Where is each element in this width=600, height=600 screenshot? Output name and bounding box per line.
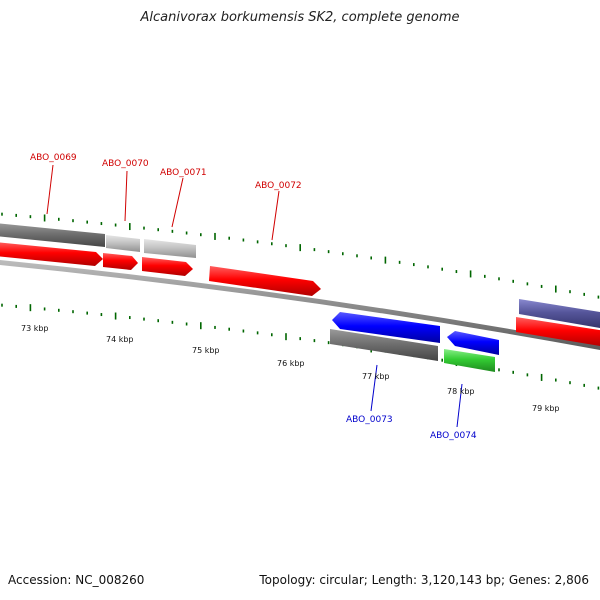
gene-label-abo-0071[interactable]: ABO_0071 [160,168,207,178]
scale-label-79: 79 kbp [532,404,560,413]
scale-label-77: 77 kbp [362,372,390,381]
gene-label-abo-0069[interactable]: ABO_0069 [30,153,77,163]
genome-summary-text: Topology: circular; Length: 3,120,143 bp… [259,573,589,587]
map-title: Alcanivorax borkumensis SK2, complete ge… [140,10,460,25]
genome-backbone [0,260,600,350]
gene-abo-0073-arrow[interactable] [332,312,440,343]
scale-label-78: 78 kbp [447,387,475,396]
gene-label-abo-0074[interactable]: ABO_0074 [430,431,477,441]
gene-label-abo-0072[interactable]: ABO_0072 [255,181,302,191]
scale-label-75: 75 kbp [192,346,220,355]
gene-right-edge-outer-block[interactable] [519,299,600,329]
gene-abo-0074[interactable] [444,331,499,372]
gene-abo-0069-outer-block[interactable] [0,223,105,247]
accession-text: Accession: NC_008260 [8,573,145,587]
leader-abo-0074 [456,383,463,428]
tick-row-inner [1,303,600,390]
scale-label-76: 76 kbp [277,359,305,368]
gene-abo-0073[interactable] [330,312,440,361]
gene-abo-0070-arrow[interactable] [103,253,138,270]
tick-row-outer [1,212,600,299]
gene-abo-0070[interactable] [103,235,140,270]
leader-abo-0071 [171,177,184,228]
gene-abo-0070-outer-block[interactable] [106,235,140,252]
gene-right-edge-arrow[interactable] [516,317,600,347]
gene-abo-0071-outer-block[interactable] [144,239,196,258]
leader-abo-0073 [370,364,378,412]
gene-label-abo-0070[interactable]: ABO_0070 [102,159,149,169]
scale-labels: 73 kbp 74 kbp 75 kbp 76 kbp 77 kbp 78 kb… [21,324,560,413]
leader-abo-0072 [271,190,280,241]
gene-abo-0069[interactable] [0,223,105,266]
leader-abo-0069 [46,164,54,215]
scale-label-74: 74 kbp [106,335,134,344]
gene-abo-0073-outer-block[interactable] [330,329,438,361]
gene-abo-0072[interactable] [209,266,321,296]
gene-label-abo-0073[interactable]: ABO_0073 [346,415,393,425]
scale-label-73: 73 kbp [21,324,49,333]
gene-abo-0071-arrow[interactable] [142,257,193,276]
label-leader-lines [46,164,463,428]
gene-abo-0072-arrow[interactable] [209,266,321,296]
gene-abo-0074-arrow[interactable] [447,331,499,355]
leader-abo-0070 [124,170,128,222]
gene-labels: ABO_0069 ABO_0070 ABO_0071 ABO_0072 ABO_… [30,153,477,441]
gene-abo-0069-arrow[interactable] [0,242,103,266]
gene-abo-0074-outer-block[interactable] [444,349,495,372]
gene-abo-0071[interactable] [142,239,196,276]
gene-right-edge[interactable] [516,299,600,347]
